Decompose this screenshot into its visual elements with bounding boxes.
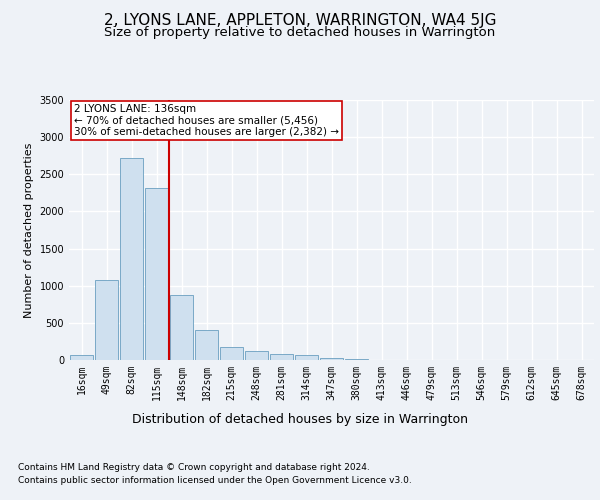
Bar — [345, 359, 368, 360]
Text: Distribution of detached houses by size in Warrington: Distribution of detached houses by size … — [132, 412, 468, 426]
Bar — [195, 330, 218, 360]
Bar — [245, 352, 268, 360]
Text: 2, LYONS LANE, APPLETON, WARRINGTON, WA4 5JG: 2, LYONS LANE, APPLETON, WARRINGTON, WA4… — [104, 12, 496, 28]
Bar — [170, 296, 193, 360]
Text: Contains HM Land Registry data © Crown copyright and database right 2024.: Contains HM Land Registry data © Crown c… — [18, 462, 370, 471]
Bar — [320, 358, 343, 360]
Bar — [270, 354, 293, 360]
Bar — [120, 158, 143, 360]
Text: Contains public sector information licensed under the Open Government Licence v3: Contains public sector information licen… — [18, 476, 412, 485]
Y-axis label: Number of detached properties: Number of detached properties — [24, 142, 34, 318]
Bar — [145, 188, 168, 360]
Bar — [70, 355, 93, 360]
Bar — [220, 347, 243, 360]
Bar — [295, 355, 318, 360]
Text: Size of property relative to detached houses in Warrington: Size of property relative to detached ho… — [104, 26, 496, 39]
Text: 2 LYONS LANE: 136sqm
← 70% of detached houses are smaller (5,456)
30% of semi-de: 2 LYONS LANE: 136sqm ← 70% of detached h… — [74, 104, 339, 137]
Bar — [95, 280, 118, 360]
